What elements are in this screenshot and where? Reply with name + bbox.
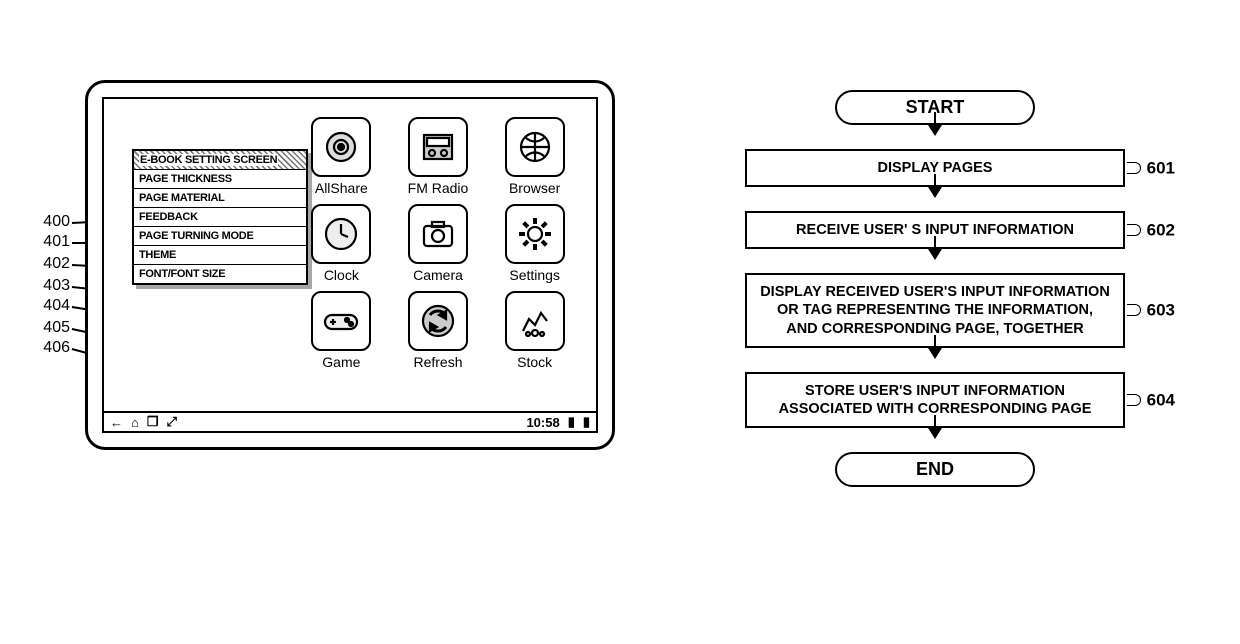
app-globe[interactable]: Browser <box>495 117 574 196</box>
tablet-screen: E-BOOK SETTING SCREEN PAGE THICKNESSPAGE… <box>102 97 598 433</box>
menu-header: E-BOOK SETTING SCREEN <box>134 151 306 170</box>
step-ref-602: 602 <box>1147 220 1175 241</box>
app-grid: AllShare FM Radio Browser Clock Camera Settin… <box>302 117 574 370</box>
app-camera[interactable]: Camera <box>399 204 478 283</box>
app-label: Clock <box>302 267 381 283</box>
app-label: Refresh <box>399 354 478 370</box>
expand-icon[interactable]: ⤢ <box>167 414 177 430</box>
app-label: Stock <box>495 354 574 370</box>
ref-405: 405 <box>30 319 70 337</box>
app-gear[interactable]: Settings <box>495 204 574 283</box>
camera-icon <box>408 204 468 264</box>
app-allshare[interactable]: AllShare <box>302 117 381 196</box>
allshare-icon <box>311 117 371 177</box>
ref-406: 406 <box>30 339 70 357</box>
ref-401: 401 <box>30 233 70 251</box>
ref-400: 400 <box>30 213 70 231</box>
status-bar: ← ⌂ ❐ ⤢ 10:58 ▮ ▮ <box>104 411 596 431</box>
ref-404: 404 <box>30 297 70 315</box>
flowchart: START DISPLAY PAGES601RECEIVE USER' S IN… <box>715 90 1155 487</box>
app-label: AllShare <box>302 180 381 196</box>
app-label: Camera <box>399 267 478 283</box>
app-label: FM Radio <box>399 180 478 196</box>
app-gamepad[interactable]: Game <box>302 291 381 370</box>
windows-icon[interactable]: ❐ <box>147 414 159 430</box>
ebook-settings-menu[interactable]: E-BOOK SETTING SCREEN PAGE THICKNESSPAGE… <box>132 149 308 285</box>
ref-402: 402 <box>30 255 70 273</box>
signal-icon: ▮ <box>568 414 575 430</box>
tablet-figure: 400 401 402 403 404 405 406 E-BOOK SETTING SCR… <box>30 80 615 487</box>
home-icon[interactable]: ⌂ <box>131 415 139 430</box>
back-icon[interactable]: ← <box>110 415 123 430</box>
menu-item-5[interactable]: FONT/FONT SIZE <box>134 265 306 283</box>
clock-readout: 10:58 <box>526 415 559 430</box>
step-ref-603: 603 <box>1147 300 1175 321</box>
battery-icon: ▮ <box>583 414 590 430</box>
globe-icon <box>505 117 565 177</box>
stock-icon <box>505 291 565 351</box>
refresh-icon <box>408 291 468 351</box>
gear-icon <box>505 204 565 264</box>
step-ref-601: 601 <box>1147 157 1175 178</box>
menu-item-0[interactable]: PAGE THICKNESS <box>134 170 306 189</box>
ref-403: 403 <box>30 277 70 295</box>
menu-item-2[interactable]: FEEDBACK <box>134 208 306 227</box>
menu-item-4[interactable]: THEME <box>134 246 306 265</box>
app-refresh[interactable]: Refresh <box>399 291 478 370</box>
app-radio[interactable]: FM Radio <box>399 117 478 196</box>
menu-item-3[interactable]: PAGE TURNING MODE <box>134 227 306 246</box>
app-clock[interactable]: Clock <box>302 204 381 283</box>
menu-item-1[interactable]: PAGE MATERIAL <box>134 189 306 208</box>
clock-icon <box>311 204 371 264</box>
app-label: Browser <box>495 180 574 196</box>
flow-end: END <box>835 452 1035 487</box>
tablet-bezel: E-BOOK SETTING SCREEN PAGE THICKNESSPAGE… <box>85 80 615 450</box>
step-ref-604: 604 <box>1147 389 1175 410</box>
gamepad-icon <box>311 291 371 351</box>
app-stock[interactable]: Stock <box>495 291 574 370</box>
radio-icon <box>408 117 468 177</box>
app-label: Settings <box>495 267 574 283</box>
app-label: Game <box>302 354 381 370</box>
